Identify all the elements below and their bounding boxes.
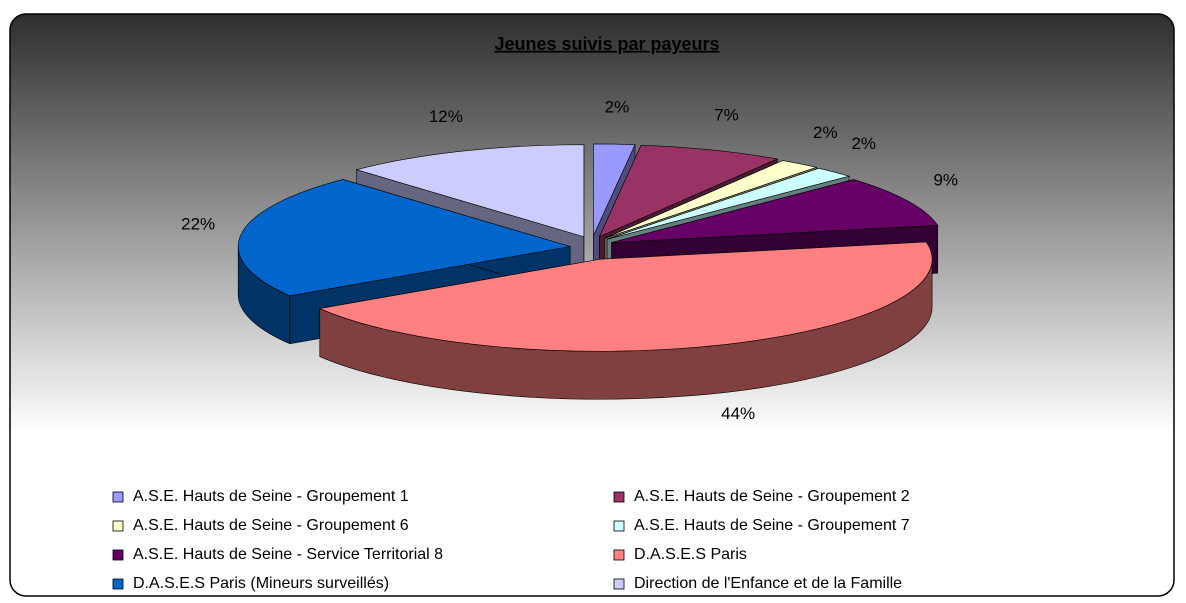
data-label: 7% <box>714 105 739 124</box>
slice-top <box>318 241 933 352</box>
data-label: 44% <box>721 404 755 423</box>
legend-label: A.S.E. Hauts de Seine - Service Territor… <box>133 546 443 563</box>
data-label: 22% <box>181 215 215 234</box>
legend-swatch <box>613 549 625 561</box>
legend-swatch <box>112 549 124 561</box>
legend-label: A.S.E. Hauts de Seine - Groupement 1 <box>133 488 409 505</box>
legend: A.S.E. Hauts de Seine - Groupement 1 A.S.… <box>112 488 910 592</box>
slice-top <box>237 179 571 297</box>
chart-title: Jeunes suivis par payeurs <box>494 34 719 54</box>
legend-swatch <box>613 491 625 503</box>
legend-swatch <box>112 578 124 590</box>
legend-label: D.A.S.E.S Paris (Mineurs surveillés) <box>133 575 389 592</box>
legend-label: A.S.E. Hauts de Seine - Groupement 7 <box>634 517 910 534</box>
slice-top <box>355 144 585 238</box>
legend-swatch <box>112 491 124 503</box>
data-label: 2% <box>851 134 876 153</box>
slice <box>318 241 933 400</box>
slice-top <box>593 143 636 237</box>
data-label: 9% <box>933 171 958 190</box>
slice-top <box>604 160 818 239</box>
data-label: 12% <box>429 107 463 126</box>
legend-label: A.S.E. Hauts de Seine - Groupement 6 <box>133 517 409 534</box>
legend-label: A.S.E. Hauts de Seine - Groupement 2 <box>634 488 910 505</box>
legend-swatch <box>112 520 124 532</box>
legend-swatch <box>613 578 625 590</box>
legend-label: D.A.S.E.S Paris <box>634 546 747 563</box>
legend-swatch <box>613 520 625 532</box>
slice-top <box>606 167 851 240</box>
data-label: 2% <box>813 123 838 142</box>
data-label: 2% <box>605 98 630 117</box>
slice-top <box>611 179 939 243</box>
pie: 2% 7% 2% 2% 9% 44% 22% 12% <box>181 98 958 423</box>
legend-label: Direction de l'Enfance et de la Famille <box>634 575 902 592</box>
slice-top <box>598 145 779 238</box>
